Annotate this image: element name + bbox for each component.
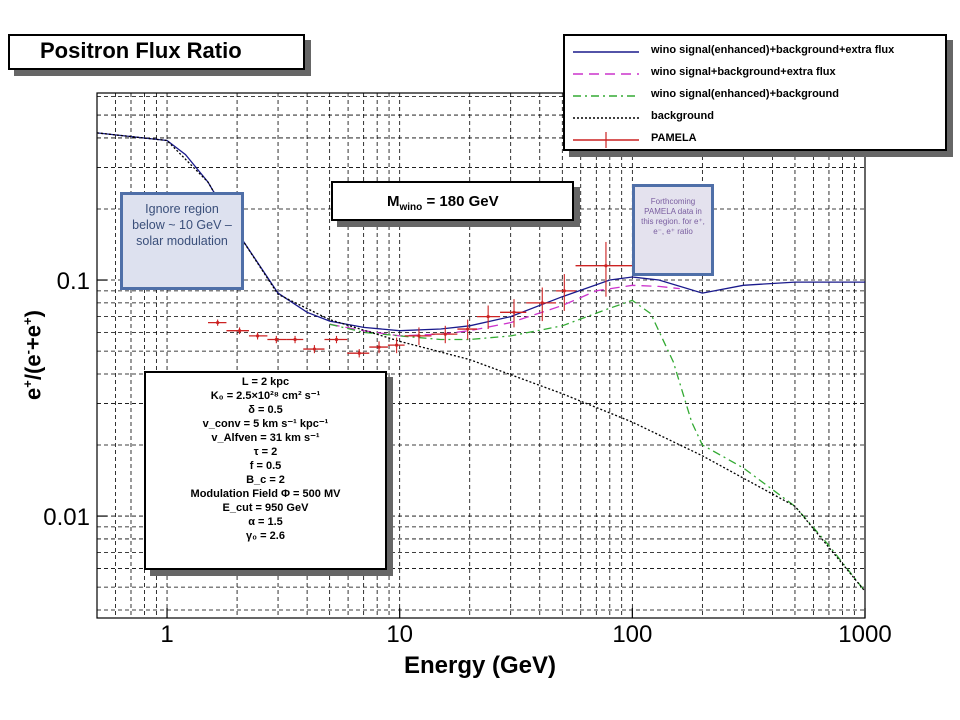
legend: wino signal(enhanced)+background+extra f… [563, 34, 947, 151]
parameter-line: K₀ = 2.5×10²⁸ cm² s⁻¹ [210, 390, 321, 402]
pamela-marker [512, 310, 516, 314]
parameter-line: δ = 0.5 [248, 404, 283, 416]
legend-item: PAMELA [565, 130, 945, 150]
parameter-line: τ = 2 [253, 446, 278, 458]
mass-symbol: M [387, 193, 400, 210]
pamela-point [556, 274, 576, 311]
pamela-point [404, 327, 432, 346]
legend-label: wino signal+background+extra flux [651, 66, 836, 78]
series-line-3 [96, 132, 866, 592]
title-box: Positron Flux Ratio [8, 34, 305, 70]
pamela-point [226, 327, 249, 335]
legend-label: wino signal(enhanced)+background [651, 88, 839, 100]
pamela-point [477, 305, 501, 330]
pamela-marker [293, 337, 297, 342]
pamela-point [369, 341, 388, 354]
ignore-region-text: Ignore region below ~ 10 GeV – solar mod… [132, 202, 232, 248]
parameter-line: Modulation Field Φ = 500 MV [190, 488, 341, 500]
parameter-line: f = 0.5 [249, 460, 282, 472]
pamela-marker [334, 337, 339, 342]
pamela-marker [486, 315, 490, 319]
forthcoming-text: Forthcoming PAMELA data in this region. … [641, 197, 705, 236]
pamela-marker [395, 343, 399, 347]
pamela-point [248, 332, 268, 340]
chart-title: Positron Flux Ratio [40, 38, 242, 63]
pamela-point [387, 337, 405, 354]
pamela-point [431, 325, 458, 344]
mass-label-box: Mwino = 180 GeV [331, 181, 574, 221]
legend-label: wino signal(enhanced)+background+extra f… [651, 44, 895, 56]
parameter-box: L = 2 kpc K₀ = 2.5×10²⁸ cm² s⁻¹ δ = 0.5 v_c… [144, 371, 387, 570]
pamela-point [457, 319, 478, 340]
pamela-point [303, 345, 325, 354]
parameter-line: B_c = 2 [246, 474, 285, 486]
legend-item: wino signal+background+extra flux [565, 64, 945, 84]
x-tick-label: 100 [612, 621, 652, 648]
ignore-region-note: Ignore region below ~ 10 GeV – solar mod… [120, 192, 244, 290]
legend-item: wino signal(enhanced)+background [565, 86, 945, 106]
pamela-marker [237, 329, 242, 333]
legend-swatch [573, 117, 639, 119]
pamela-marker [216, 321, 220, 325]
x-tick-label: 10 [386, 621, 413, 648]
pamela-marker [312, 347, 317, 351]
axis-ticks [97, 279, 866, 618]
mass-value: = 180 GeV [426, 193, 499, 210]
legend-swatch [573, 132, 639, 148]
pamela-point [575, 241, 633, 297]
y-tick-label: 0.01 [43, 504, 90, 531]
legend-swatch [573, 95, 639, 97]
x-tick-label: 1000 [838, 621, 891, 648]
pamela-marker [540, 301, 544, 305]
pamela-marker [357, 351, 361, 355]
parameter-line: E_cut = 950 GeV [222, 502, 309, 514]
forthcoming-note: Forthcoming PAMELA data in this region. … [632, 184, 714, 276]
y-axis-label: e+/(e-+e+) [20, 310, 46, 400]
pamela-point [286, 335, 304, 344]
legend-swatch [573, 51, 639, 53]
parameter-line: L = 2 kpc [241, 376, 290, 388]
legend-label: PAMELA [651, 132, 697, 144]
pamela-marker [443, 332, 447, 336]
pamela-point [208, 319, 227, 326]
pamela-marker [417, 334, 421, 338]
pamela-marker [274, 337, 278, 342]
tick-labels: 1 10 100 1000 0.1 0.01 [43, 268, 891, 648]
legend-item: wino signal(enhanced)+background+extra f… [565, 42, 945, 62]
legend-label: background [651, 110, 714, 122]
pamela-marker [255, 334, 260, 338]
mass-sub: wino [399, 202, 423, 213]
pamela-points [208, 241, 633, 358]
mass-label: Mwino = 180 GeV [333, 183, 572, 213]
pamela-marker [604, 264, 608, 268]
parameter-line: α = 1.5 [248, 516, 283, 528]
parameter-line: v_conv = 5 km s⁻¹ kpc⁻¹ [202, 418, 329, 430]
pamela-point [526, 287, 557, 322]
pamela-point [500, 299, 527, 328]
parameter-list: L = 2 kpc K₀ = 2.5×10²⁸ cm² s⁻¹ δ = 0.5 v_c… [146, 373, 385, 543]
pamela-marker [466, 327, 470, 331]
x-tick-label: 1 [160, 621, 173, 648]
series-line-2 [329, 299, 866, 592]
x-axis-label: Energy (GeV) [403, 652, 557, 679]
legend-swatch [573, 73, 639, 75]
pamela-point [347, 349, 370, 358]
pamela-point [267, 335, 287, 344]
series-line-1 [329, 284, 680, 337]
pamela-point [324, 335, 348, 344]
parameter-line: γ₀ = 2.6 [246, 530, 285, 542]
parameter-line: v_Alfven = 31 km s⁻¹ [211, 432, 320, 444]
pamela-marker [562, 289, 566, 293]
pamela-marker [377, 345, 381, 349]
legend-item: background [565, 108, 945, 128]
y-tick-label: 0.1 [57, 268, 90, 295]
